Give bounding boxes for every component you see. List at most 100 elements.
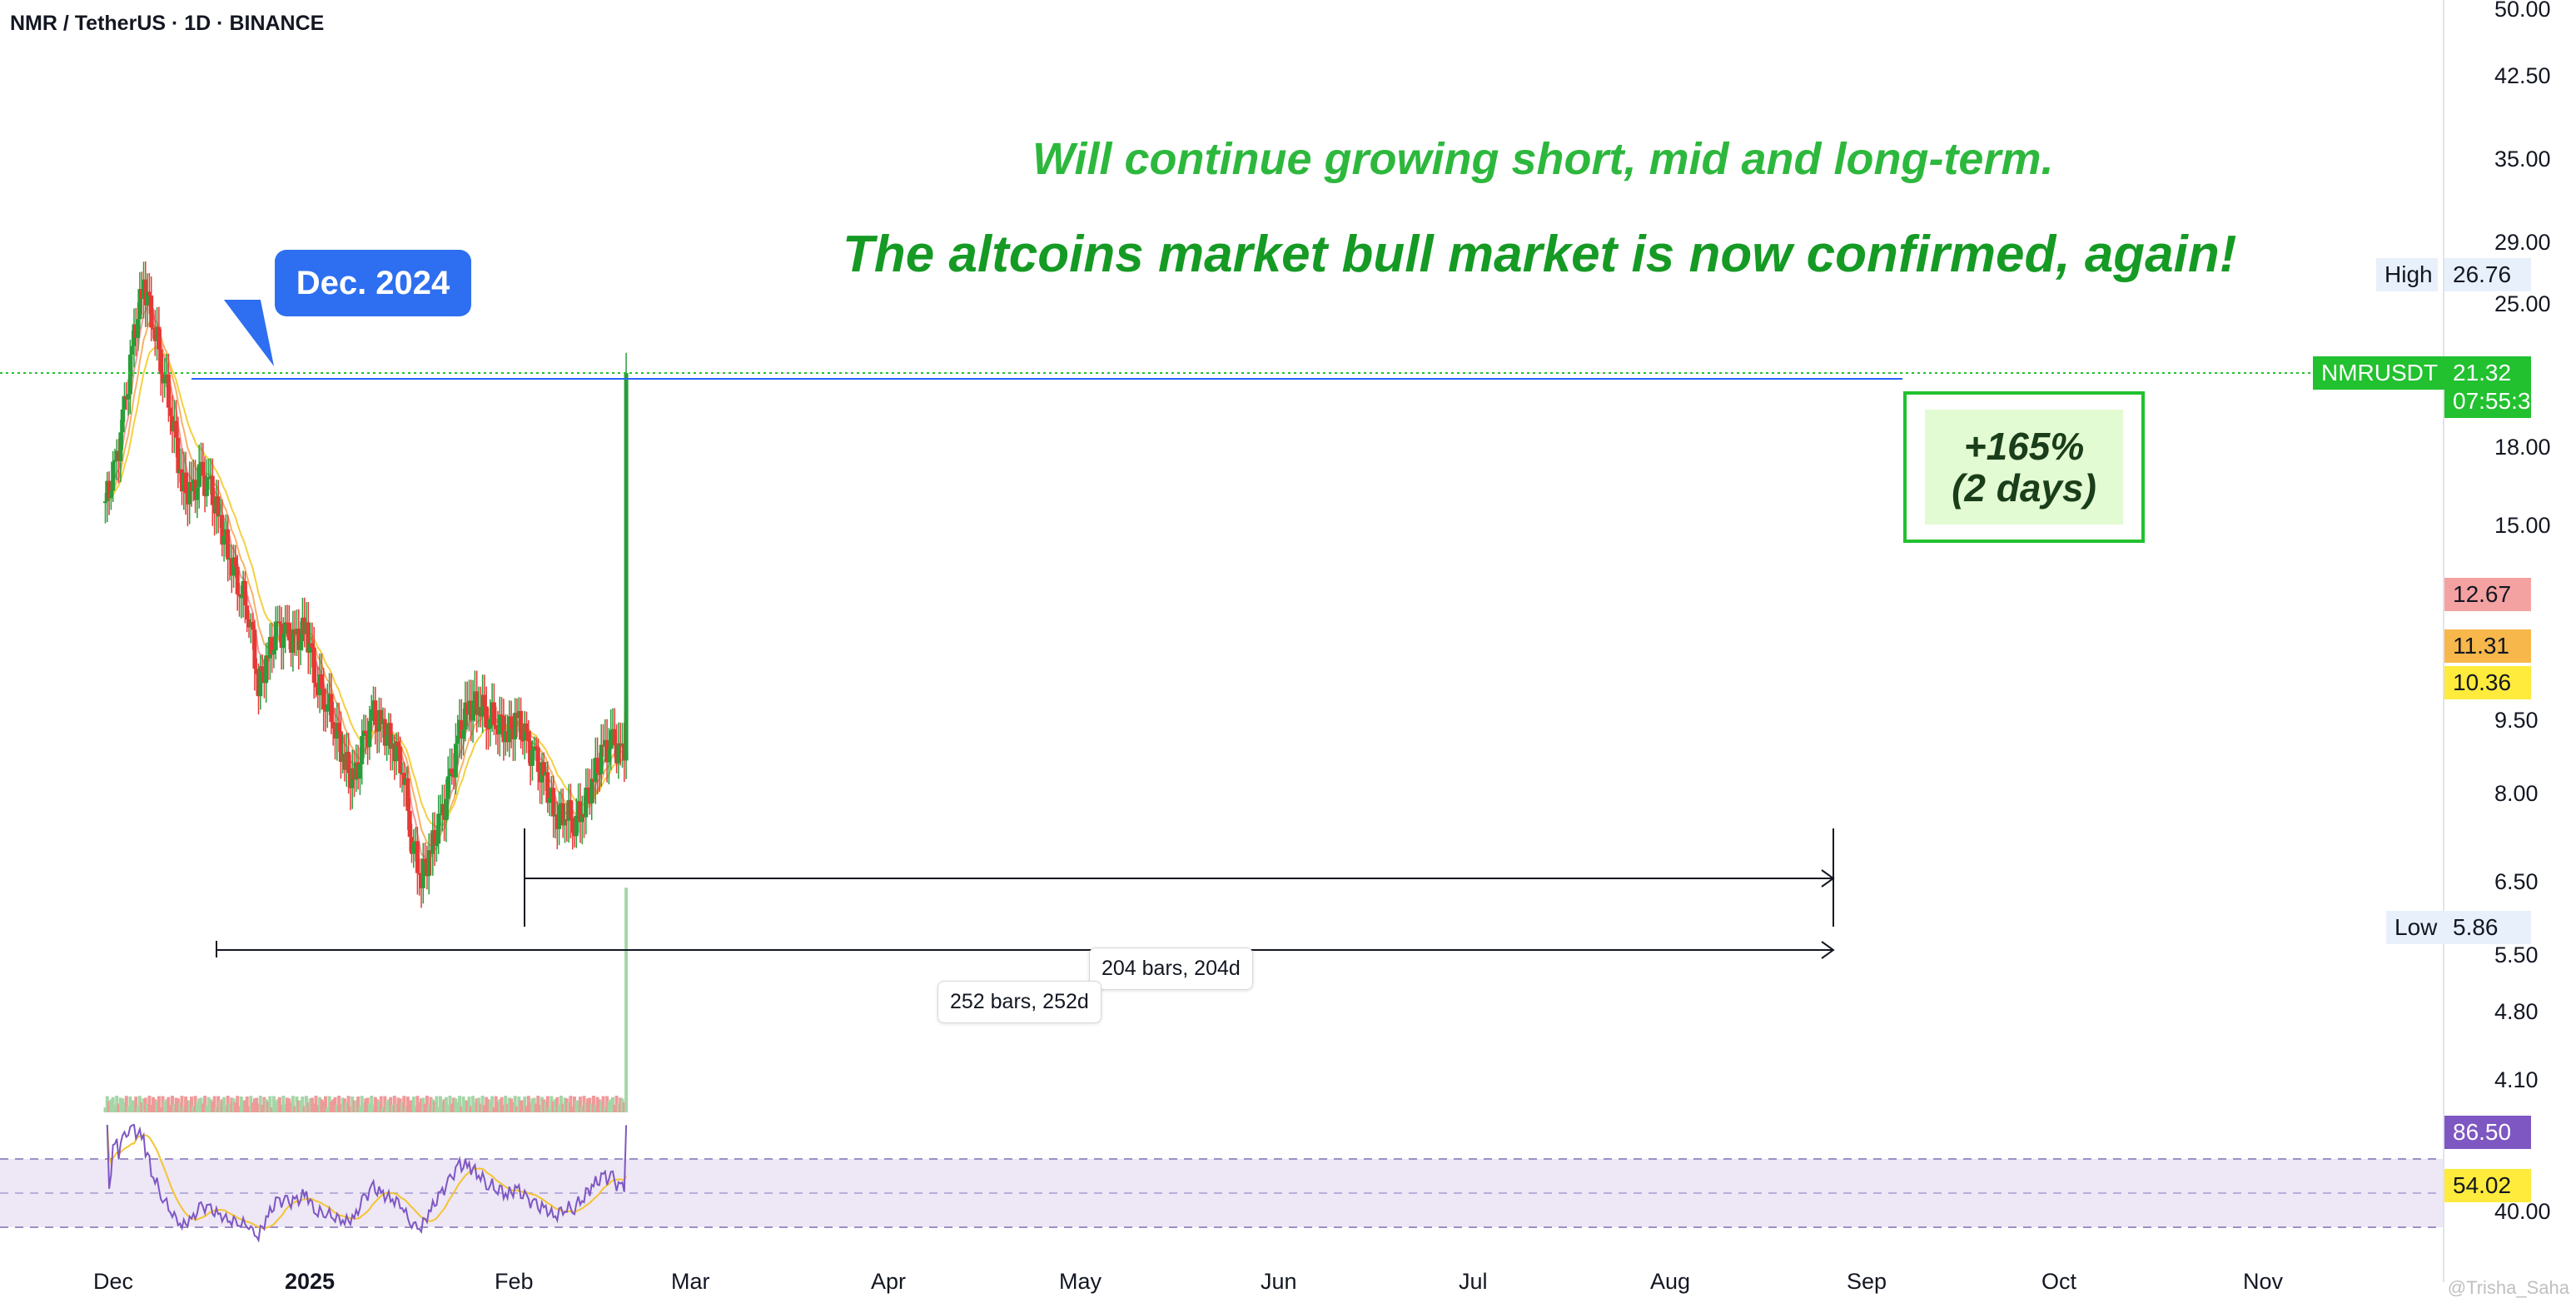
volume-bar: [191, 1106, 196, 1112]
volume-bar: [398, 1098, 402, 1112]
candles-layer: [103, 261, 629, 908]
price-tick: 4.80: [2494, 999, 2539, 1024]
dec-2024-callout: Dec. 2024: [275, 250, 471, 316]
candle-body: [239, 596, 244, 599]
volume-bar: [586, 1098, 590, 1112]
candle-body: [196, 464, 201, 488]
volume-bar: [381, 1107, 385, 1112]
volume-bar: [450, 1103, 454, 1112]
volume-bar: [490, 1096, 495, 1112]
volume-bar: [513, 1096, 517, 1112]
volume-bar: [542, 1099, 546, 1112]
volume-bar: [162, 1101, 167, 1112]
volume-bar: [306, 1102, 311, 1112]
volume-bar: [302, 1106, 306, 1112]
volume-bar: [523, 1097, 527, 1112]
candle-body: [195, 487, 200, 500]
candle-body: [329, 694, 334, 723]
volume-bar: [271, 1096, 276, 1112]
volume-bar: [324, 1096, 327, 1112]
volume-bar: [364, 1098, 368, 1112]
volume-bar: [289, 1102, 293, 1112]
bar-countdown: 07:55:37: [2444, 385, 2544, 418]
candle-body: [395, 741, 400, 747]
volume-bar: [168, 1104, 172, 1112]
candle-body: [127, 354, 132, 395]
volume-bar: [603, 1107, 607, 1112]
candle-body: [463, 702, 468, 730]
volume-bar: [190, 1097, 193, 1112]
volume-bar: [551, 1101, 555, 1112]
volume-bar: [337, 1096, 341, 1112]
volume-bar: [545, 1096, 550, 1112]
candle-body: [298, 641, 303, 650]
volume-bar: [205, 1105, 209, 1112]
volume-bar: [595, 1097, 599, 1112]
volume-bar: [341, 1097, 345, 1112]
candle-body: [426, 850, 431, 877]
volume-bar: [421, 1097, 425, 1112]
volume-bar: [482, 1105, 486, 1112]
headline-forecast: Will continue growing short, mid and lon…: [1032, 134, 2054, 184]
volume-bar: [548, 1107, 552, 1112]
volume-bar: [529, 1102, 533, 1112]
candle-body: [252, 629, 257, 669]
candle-body: [534, 746, 539, 749]
volume-bar: [460, 1106, 464, 1112]
candle-body: [321, 689, 326, 709]
volume-bar: [193, 1096, 197, 1112]
volume-bar: [463, 1100, 467, 1112]
candle-body: [258, 666, 263, 697]
volume-bar: [335, 1104, 339, 1112]
volume-bar: [209, 1099, 212, 1112]
time-tick: Apr: [871, 1269, 907, 1294]
volume-bar: [147, 1096, 152, 1112]
volume-bar: [561, 1103, 565, 1112]
volume-bar: [167, 1097, 171, 1112]
volume-bar: [118, 1097, 122, 1112]
candle-body: [563, 818, 567, 826]
volume-bar: [356, 1097, 361, 1112]
volume-bar: [507, 1097, 511, 1112]
candle-body: [519, 710, 524, 740]
candle-body: [484, 706, 489, 728]
volume-bar: [511, 1102, 515, 1112]
candle-body: [308, 643, 313, 653]
volume-bar: [435, 1096, 439, 1112]
candle-body: [166, 374, 171, 408]
candle-body: [436, 813, 441, 844]
volume-bar: [607, 1101, 611, 1112]
candle-body: [398, 746, 403, 773]
volume-bar: [264, 1099, 268, 1112]
candle-body: [455, 735, 460, 744]
candle-body: [319, 674, 324, 689]
candle-body: [385, 735, 390, 746]
volume-bar: [526, 1096, 530, 1112]
time-tick: Nov: [2243, 1269, 2284, 1294]
volume-bar: [415, 1096, 420, 1112]
symbol-tag: NMRUSDT: [2313, 356, 2444, 390]
volume-bar: [564, 1098, 569, 1112]
candle-body: [221, 536, 226, 545]
volume-bar: [283, 1103, 287, 1112]
candle-body: [497, 714, 502, 735]
candle-body: [331, 722, 336, 729]
symbol-title[interactable]: NMR / TetherUS · 1D · BINANCE: [10, 12, 325, 35]
price-tick: 29.00: [2494, 230, 2551, 255]
volume-bar: [346, 1096, 351, 1112]
rsi-tick: 40.00: [2494, 1199, 2551, 1224]
price-tick: 18.00: [2494, 435, 2551, 460]
candle-body: [296, 629, 301, 650]
candle-body: [589, 778, 594, 804]
volume-bar: [201, 1103, 205, 1112]
time-tick: Dec: [93, 1269, 134, 1294]
candle-body: [357, 764, 362, 779]
volume-bar: [186, 1100, 190, 1112]
volume-bar: [417, 1102, 421, 1112]
volume-bar: [563, 1097, 567, 1112]
volume-bar: [316, 1105, 320, 1112]
volume-bar: [496, 1101, 500, 1112]
candle-body: [314, 683, 318, 688]
volume-bar: [287, 1098, 291, 1112]
candle-body: [500, 714, 505, 717]
